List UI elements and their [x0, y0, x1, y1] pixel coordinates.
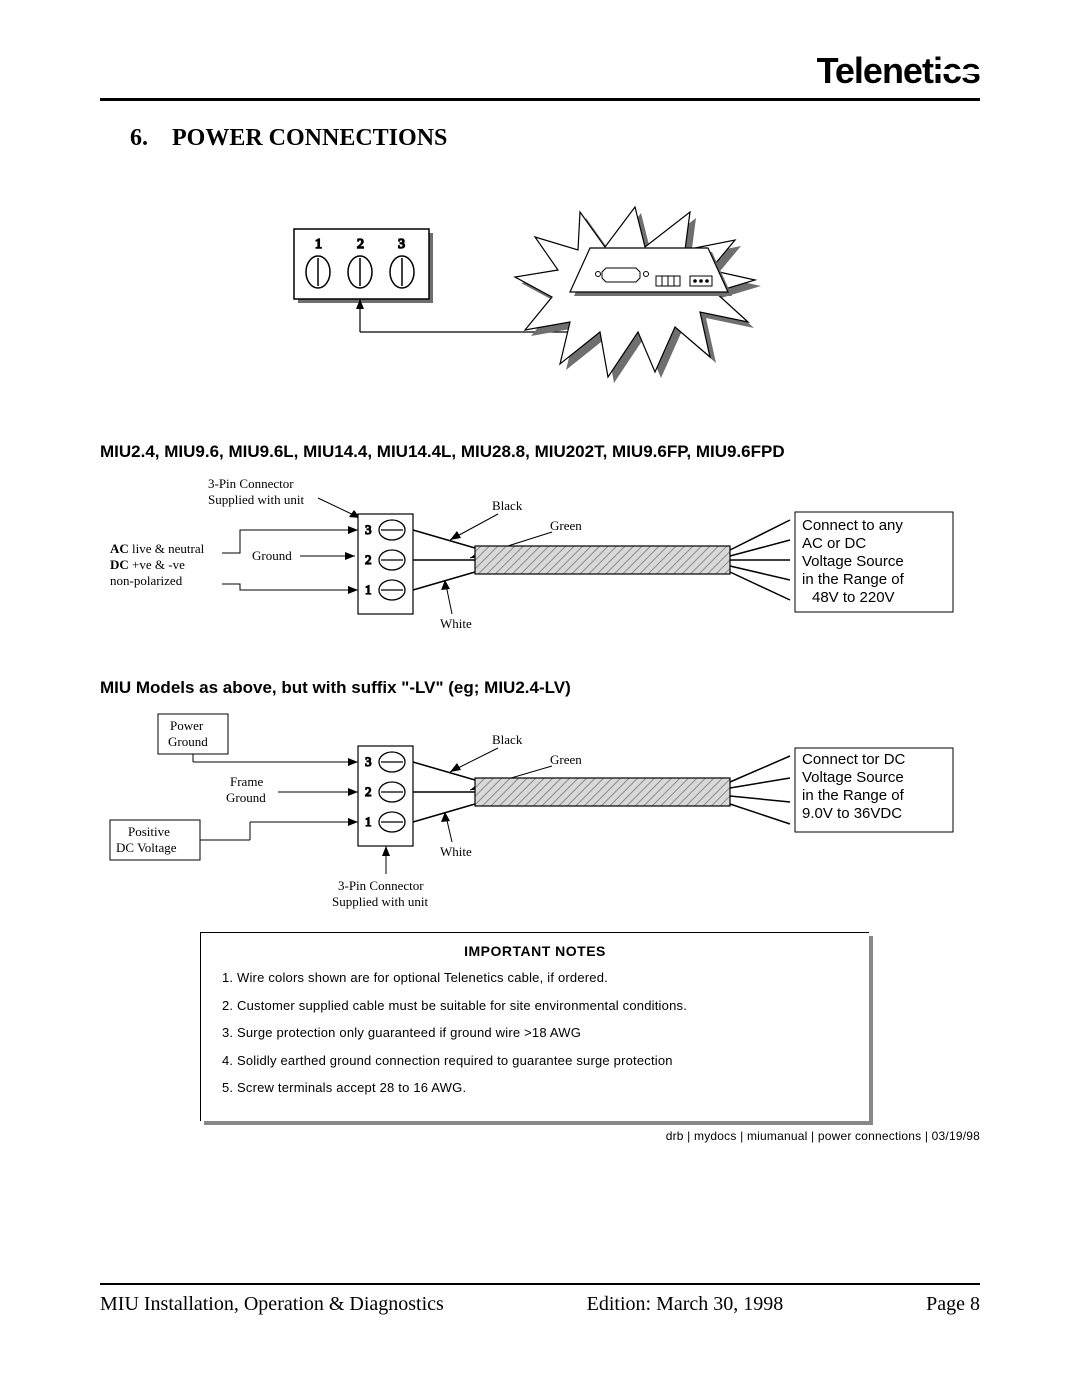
svg-text:Supplied with unit: Supplied with unit: [332, 894, 428, 909]
svg-text:Voltage Source: Voltage Source: [802, 769, 904, 786]
doc-path: drb | mydocs | miumanual | power connect…: [100, 1129, 980, 1143]
svg-text:Positive: Positive: [128, 824, 170, 839]
svg-text:1: 1: [365, 582, 372, 597]
important-notes-box: IMPORTANT NOTES Wire colors shown are fo…: [200, 932, 869, 1121]
note-item: Surge protection only guaranteed if grou…: [237, 1024, 855, 1042]
svg-text:3: 3: [365, 522, 372, 537]
pin-3-label: 3: [398, 237, 405, 252]
brand-text: Telenetics: [817, 50, 980, 91]
rule-bottom: [100, 1283, 980, 1285]
brand-logo: Telenetics: [100, 50, 980, 92]
wire-green-2: Green: [550, 752, 582, 767]
wire-black-2: Black: [492, 732, 523, 747]
top-diagram-svg: 1 2 3: [190, 192, 890, 422]
footer-right: Page 8: [926, 1293, 980, 1316]
page-footer: MIU Installation, Operation & Diagnostic…: [100, 1293, 980, 1316]
svg-text:3-Pin Connector: 3-Pin Connector: [338, 878, 424, 893]
svg-text:Voltage Source: Voltage Source: [802, 553, 904, 570]
wiring-diagram-1: 3-Pin Connector Supplied with unit AC li…: [100, 468, 980, 648]
model-list-2: MIU Models as above, but with suffix "-L…: [100, 678, 980, 698]
section-heading: 6. POWER CONNECTIONS: [130, 125, 980, 152]
svg-text:9.0V to 36VDC: 9.0V to 36VDC: [802, 805, 902, 822]
svg-text:Ground: Ground: [168, 734, 208, 749]
pin-2-label: 2: [357, 237, 364, 252]
svg-text:3: 3: [365, 754, 372, 769]
ground-label-1: Ground: [252, 548, 292, 563]
top-diagram: 1 2 3: [190, 192, 890, 422]
pin-1-label: 1: [315, 237, 322, 252]
note-item: Screw terminals accept 28 to 16 AWG.: [237, 1079, 855, 1097]
rule-top: [100, 98, 980, 101]
svg-text:AC or DC: AC or DC: [802, 535, 866, 552]
svg-text:DC Voltage: DC Voltage: [116, 840, 177, 855]
footer-center: Edition: March 30, 1998: [587, 1293, 784, 1316]
svg-text:1: 1: [365, 814, 372, 829]
svg-text:Power: Power: [170, 718, 204, 733]
wire-black-1: Black: [492, 498, 523, 513]
note-item: Customer supplied cable must be suitable…: [237, 997, 855, 1015]
svg-text:2: 2: [365, 552, 372, 567]
footer-left: MIU Installation, Operation & Diagnostic…: [100, 1293, 444, 1316]
note-item: Wire colors shown are for optional Telen…: [237, 969, 855, 987]
svg-text:Connect tor DC: Connect tor DC: [802, 751, 906, 768]
wire-white-1: White: [440, 616, 472, 631]
svg-text:Ground: Ground: [226, 790, 266, 805]
svg-text:Connect to any: Connect to any: [802, 517, 903, 534]
section-number: 6.: [130, 125, 148, 152]
document-page: Telenetics 6. POWER CONNECTIONS 1 2 3: [0, 0, 1080, 1397]
wire-white-2: White: [440, 844, 472, 859]
svg-text:48V to 220V: 48V to 220V: [812, 589, 895, 606]
svg-text:non-polarized: non-polarized: [110, 573, 183, 588]
svg-text:in the Range of: in the Range of: [802, 787, 905, 804]
svg-text:AC live & neutral: AC live & neutral: [110, 541, 205, 556]
model-list-1: MIU2.4, MIU9.6, MIU9.6L, MIU14.4, MIU14.…: [100, 442, 980, 462]
supplied-text-1: 3-Pin Connector: [208, 476, 294, 491]
svg-text:DC +ve & -ve: DC +ve & -ve: [110, 557, 185, 572]
section-title: POWER CONNECTIONS: [172, 125, 447, 152]
notes-title: IMPORTANT NOTES: [215, 943, 855, 959]
svg-text:2: 2: [365, 784, 372, 799]
note-item: Solidly earthed ground connection requir…: [237, 1052, 855, 1070]
wiring-diagram-2: Power Ground Frame Ground Positive DC Vo…: [100, 704, 980, 924]
svg-text:in the Range of: in the Range of: [802, 571, 905, 588]
wire-green-1: Green: [550, 518, 582, 533]
svg-text:Supplied with unit: Supplied with unit: [208, 492, 304, 507]
svg-text:Frame: Frame: [230, 774, 263, 789]
notes-list: Wire colors shown are for optional Telen…: [215, 969, 855, 1097]
